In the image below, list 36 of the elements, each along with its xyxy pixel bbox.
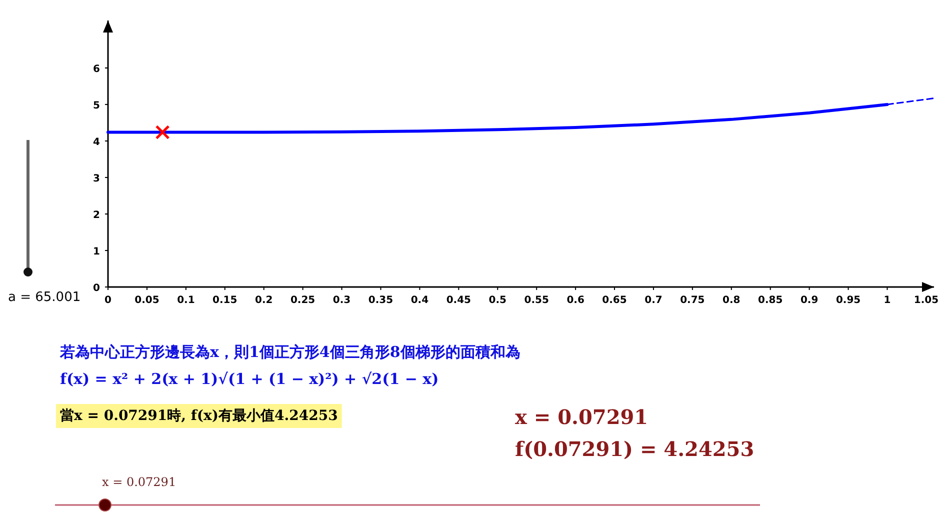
x-tick-label: 1.05 (914, 295, 939, 306)
x-tick-label: 0.45 (446, 295, 472, 306)
x-tick-label: 0.6 (566, 295, 584, 306)
y-tick-label: 0 (93, 283, 100, 294)
x-tick-label: 0.1 (177, 295, 195, 306)
y-tick-label: 6 (93, 64, 100, 75)
x-tick-label: 0.5 (488, 295, 507, 306)
text: 若為中心正方形邊長為x，則1個正方形4個三角形8個梯形的面積和為 (59, 343, 520, 361)
text: f(x) = x² + 2(x + 1)√(1 + (1 − x)²) + √2(1 − x) (60, 370, 439, 388)
x-tick-label: 0.35 (368, 295, 394, 306)
x-tick-label: 0.75 (680, 295, 705, 306)
x-tick-label: 0.95 (836, 295, 861, 306)
x-tick-label: 0.85 (758, 295, 783, 306)
x-tick-label: 0.25 (290, 295, 316, 306)
x-tick-label: 0.8 (722, 295, 740, 306)
x-tick-label: 0.4 (410, 295, 429, 306)
x-tick-label: 0.3 (332, 295, 351, 306)
y-tick-label: 1 (93, 246, 100, 258)
x-tick-label: 0.05 (134, 295, 160, 306)
y-tick-label: 3 (93, 173, 100, 184)
y-tick-label: 4 (93, 136, 100, 148)
x-tick-label: 0.7 (644, 295, 662, 306)
text: 當x = 0.07291時, f(x)有最小值4.24253 (60, 408, 338, 424)
x-tick-label: 1 (884, 295, 891, 306)
text: x = 0.07291 (102, 475, 176, 489)
x-tick-label: 0.55 (524, 295, 549, 306)
x-tick-label: 0.9 (800, 295, 818, 306)
x-tick-label: 0.2 (254, 295, 273, 306)
x-tick-label: 0.15 (212, 295, 238, 306)
x-tick-label: 0.65 (602, 295, 627, 306)
text: a = 65.001 (8, 290, 81, 305)
y-tick-label: 5 (93, 100, 100, 112)
x-tick-label: 0 (104, 295, 112, 306)
y-tick-label: 2 (93, 210, 100, 221)
text: x = 0.07291 (515, 405, 648, 429)
text: f(0.07291) = 4.24253 (515, 437, 754, 461)
